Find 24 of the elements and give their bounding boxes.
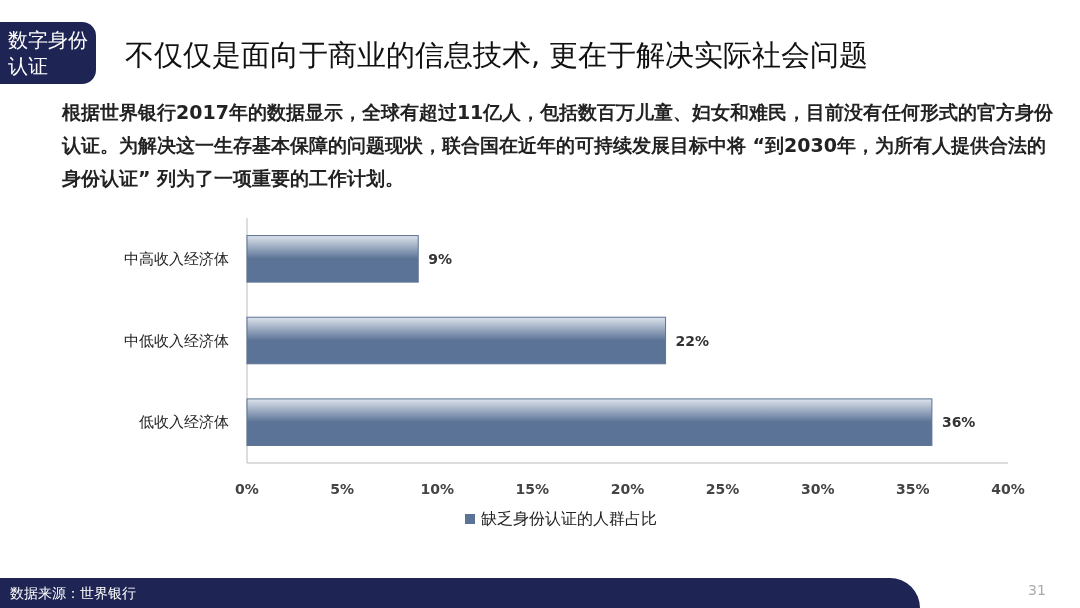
y-tick-label: 中高收入经济体 <box>124 249 229 268</box>
x-tick-label: 0% <box>235 481 259 497</box>
x-tick-label: 15% <box>515 481 550 497</box>
y-tick-label: 低收入经济体 <box>139 413 229 432</box>
x-tick-label: 40% <box>991 481 1025 497</box>
x-tick-label: 35% <box>896 481 930 497</box>
y-tick-label: 中低收入经济体 <box>124 331 229 350</box>
bar <box>246 235 419 283</box>
legend-label: 缺乏身份认证的人群占比 <box>481 509 657 528</box>
data-label: 36% <box>941 414 976 431</box>
source-note: 数据来源：世界银行 <box>0 578 920 608</box>
chart-subtitle: 根据世界银行2017年的数据显示，全球有超过11亿人，包括数百万儿童、妇女和难民，目前没有任何形式的官方身份认证。为解决这一生存基本保障的问题现状，联合国在近年的可持续发展目标中将 “到2030年，为所有人提供合法的身份认证” 列为了一项重要的工作计划。 <box>62 100 1055 191</box>
chart-title: 不仅仅是面向于商业的信息技术, 更在于解决实际社会问题 <box>125 37 869 74</box>
x-tick-label: 30% <box>800 481 835 497</box>
x-tick-label: 10% <box>420 481 455 497</box>
text: 数字身份认证 <box>0 22 96 84</box>
bar <box>246 316 667 365</box>
text: 31 <box>1028 582 1046 598</box>
data-label: 9% <box>428 250 453 267</box>
x-tick-label: 20% <box>610 481 645 497</box>
x-tick-label: 5% <box>330 481 355 497</box>
data-label: 22% <box>675 332 710 349</box>
x-tick-label: 25% <box>705 481 740 497</box>
bar <box>246 398 933 446</box>
